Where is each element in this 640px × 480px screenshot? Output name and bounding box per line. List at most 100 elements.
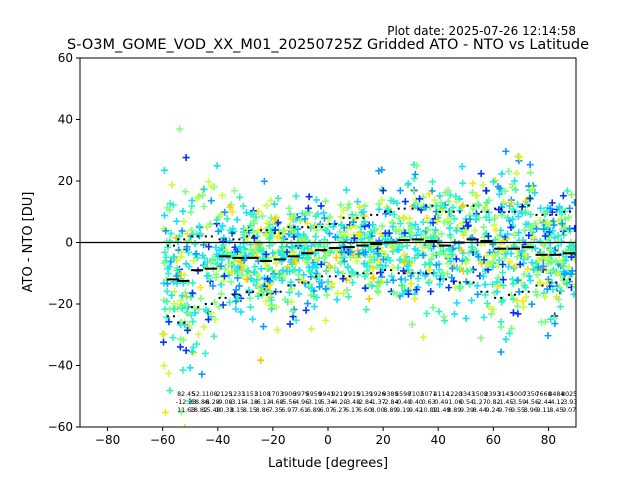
scatter-point: [485, 303, 493, 311]
scatter-point: [269, 273, 277, 281]
bin-annotation: 3979: [293, 391, 309, 398]
scatter-point: [207, 258, 215, 266]
scatter-point: [336, 228, 344, 236]
bin-annotations: 82.45-12.3311.6352.1-18.8618.82108-8.281…: [176, 391, 577, 414]
scatter-point: [452, 227, 460, 235]
scatter-point: [274, 194, 282, 202]
scatter-point: [421, 272, 429, 280]
scatter-point: [226, 226, 234, 234]
scatter-point: [202, 307, 210, 315]
scatter-point: [196, 284, 204, 292]
scatter-point: [513, 169, 521, 177]
scatter-point: [381, 229, 389, 237]
scatter-point: [571, 198, 576, 206]
scatter-point: [366, 253, 374, 261]
scatter-point: [552, 259, 560, 267]
scatter-point: [266, 293, 274, 301]
scatter-point: [453, 299, 461, 307]
scatter-point: [429, 233, 437, 241]
scatter-point: [332, 254, 340, 262]
scatter-point: [522, 209, 530, 217]
bin-annotation: 5000: [510, 391, 526, 398]
scatter-point: [431, 226, 439, 234]
scatter-point: [533, 271, 541, 279]
scatter-point: [218, 191, 226, 199]
scatter-point: [161, 305, 169, 313]
scatter-point: [481, 280, 489, 288]
scatter-point: [373, 263, 381, 271]
scatter-point: [159, 338, 167, 346]
scatter-point: [556, 283, 564, 291]
scatter-point: [411, 245, 419, 253]
scatter-point: [269, 249, 277, 257]
scatter-point: [304, 300, 312, 308]
scatter-point: [163, 287, 171, 295]
scatter-point: [494, 283, 502, 291]
bin-annotation: -12.33: [176, 399, 196, 406]
scatter-point: [389, 242, 397, 250]
scatter-point: [189, 279, 197, 287]
scatter-point: [567, 253, 575, 261]
scatter-point: [219, 251, 227, 259]
y-tick-label: 0: [65, 236, 73, 250]
scatter-point: [509, 206, 517, 214]
scatter-point: [539, 262, 547, 270]
scatter-point: [230, 249, 238, 257]
scatter-point: [291, 224, 299, 232]
scatter-point: [361, 284, 369, 292]
bin-annotation: 6.17: [345, 407, 359, 414]
scatter-point: [219, 277, 227, 285]
scatter-point: [289, 248, 297, 256]
scatter-point: [498, 211, 506, 219]
scatter-point: [404, 290, 412, 298]
bin-annotation: 9.55: [511, 407, 525, 414]
scatter-point: [176, 343, 184, 351]
scatter-point: [501, 254, 509, 262]
scatter-point: [244, 267, 252, 275]
scatter-point: [339, 290, 347, 298]
scatter-point: [279, 227, 287, 235]
scatter-point: [312, 264, 320, 272]
scatter-point: [497, 240, 505, 248]
scatter-point: [481, 231, 489, 239]
x-tick-label: −20: [260, 433, 285, 447]
scatter-point: [565, 263, 573, 271]
scatter-point: [206, 220, 214, 228]
scatter-point: [498, 170, 506, 178]
scatter-point: [479, 272, 487, 280]
scatter-point: [200, 185, 208, 193]
scatter-point: [429, 219, 437, 227]
scatter-point: [226, 298, 234, 306]
scatter-point: [178, 227, 186, 235]
scatter-point: [367, 228, 375, 236]
scatter-point: [452, 193, 460, 201]
scatter-point: [499, 260, 507, 268]
scatter-point: [337, 201, 345, 209]
scatter-point: [272, 259, 280, 267]
scatter-point: [390, 289, 398, 297]
scatter-point: [286, 320, 294, 328]
scatter-point: [225, 237, 233, 245]
bin-annotation: 9139: [357, 391, 373, 398]
scatter-point: [243, 268, 251, 276]
bin-annotation: 18.82: [190, 407, 208, 414]
scatter-point: [432, 261, 440, 269]
scatter-point: [414, 225, 422, 233]
scatter-point: [396, 256, 404, 264]
scatter-point: [439, 202, 447, 210]
scatter-point: [400, 215, 408, 223]
scatter-point: [180, 218, 188, 226]
scatter-point: [370, 256, 378, 264]
scatter-point: [212, 273, 220, 281]
scatter-point: [247, 275, 255, 283]
scatter-point: [481, 205, 489, 213]
scatter-point: [432, 272, 440, 280]
scatter-point: [295, 290, 303, 298]
scatter-point: [310, 303, 318, 311]
scatter-point: [516, 153, 524, 161]
scatter-point: [342, 186, 350, 194]
scatter-point: [483, 299, 491, 307]
scatter-point: [531, 244, 539, 252]
scatter-point: [365, 243, 373, 251]
scatter-point: [457, 264, 465, 272]
